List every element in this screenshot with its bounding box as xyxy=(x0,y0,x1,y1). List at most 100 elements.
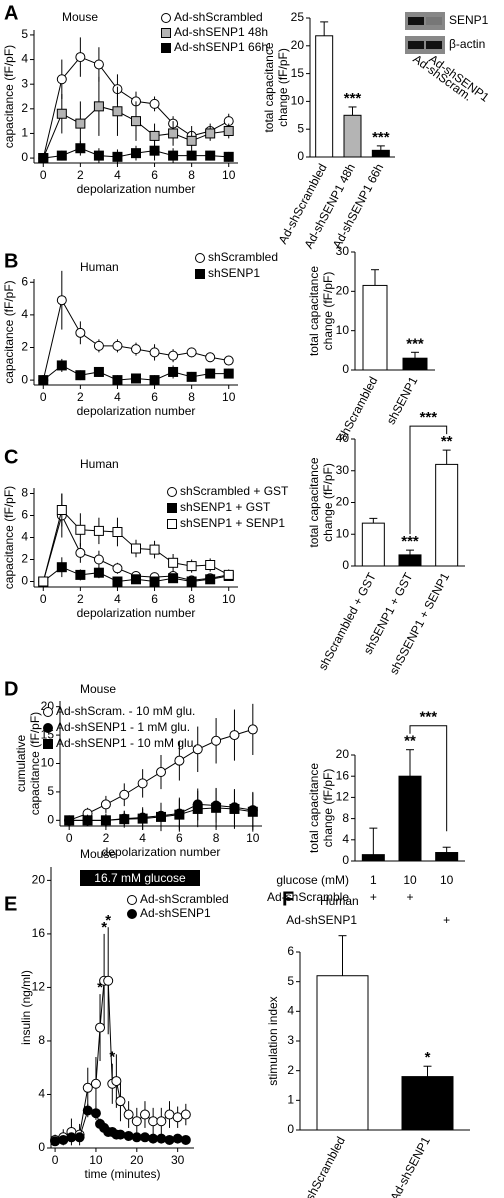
y-tick-label: 4 xyxy=(21,530,28,544)
y-axis-label: change (fF/pF) xyxy=(321,463,335,542)
y-tick-label: 0 xyxy=(342,362,349,376)
panel-letter: C xyxy=(4,446,18,468)
x-tick-label: shSENP1 xyxy=(384,374,421,427)
x-tick-label: 20 xyxy=(130,1153,144,1167)
marker xyxy=(149,347,160,358)
table-cell: + xyxy=(370,890,377,904)
marker xyxy=(56,562,67,573)
marker xyxy=(211,802,222,813)
significance: * xyxy=(101,919,107,936)
y-tick-label: 4 xyxy=(21,52,28,66)
marker xyxy=(168,557,179,568)
chart: 0 10 20 30 40 total capacitance change (fF/pF)… xyxy=(307,409,465,677)
legend-marker xyxy=(195,253,205,263)
marker xyxy=(131,373,141,384)
stimulus-bar xyxy=(80,870,200,886)
y-axis-label: insulin (ng/ml) xyxy=(19,970,33,1045)
marker xyxy=(172,1112,183,1123)
y-tick-label: 5 xyxy=(21,27,28,41)
significance: * xyxy=(425,1049,431,1066)
marker xyxy=(149,375,160,386)
x-axis-label: depolarization number xyxy=(77,404,196,418)
legend-label: shSENP1 + SENP1 xyxy=(180,516,285,530)
significance: * xyxy=(105,912,111,929)
marker xyxy=(168,128,179,139)
y-tick-label: 3 xyxy=(21,76,28,90)
marker xyxy=(172,1133,183,1144)
significance: *** xyxy=(372,129,390,146)
marker xyxy=(82,815,93,826)
marker xyxy=(211,735,222,746)
x-tick-label: 6 xyxy=(151,168,158,182)
y-tick-label: 4 xyxy=(38,1087,45,1101)
significance: *** xyxy=(401,533,419,550)
marker xyxy=(56,150,67,161)
marker xyxy=(186,576,197,587)
y-tick-label: 10 xyxy=(336,526,350,540)
x-axis-label: depolarization number xyxy=(77,182,196,196)
marker xyxy=(93,150,104,161)
bar xyxy=(343,114,362,158)
panel-letter: F xyxy=(282,888,294,910)
marker xyxy=(75,327,86,338)
table-cell: 10 xyxy=(403,873,417,887)
chart: B Human 0 2 4 6 capacitance (fF/pF) 0 2 4 6 8 10 depo… xyxy=(2,250,278,418)
bar xyxy=(435,463,459,567)
legend-marker xyxy=(43,723,53,733)
marker xyxy=(205,352,216,363)
marker xyxy=(119,814,130,825)
marker xyxy=(56,505,67,515)
chart: E Mouse 0 4 8 12 16 20 insulin (ng/ml) 0 10 20 30 tim… xyxy=(4,847,229,1181)
y-tick-label: 0 xyxy=(38,1140,45,1154)
bar xyxy=(315,35,334,158)
legend-marker xyxy=(167,503,177,513)
comparison-bracket xyxy=(409,725,448,832)
y-tick-label: 4 xyxy=(342,832,349,846)
marker xyxy=(100,799,111,810)
legend-label: shSENP1 xyxy=(208,266,260,280)
marker xyxy=(58,1134,69,1145)
table-row-label: glucose (mM) xyxy=(276,873,349,887)
y-axis-label: capacitance (fF/pF) xyxy=(2,45,16,148)
legend-label: Ad-shSENP1 66h xyxy=(174,40,268,54)
y-tick-label: 12 xyxy=(336,790,350,804)
y-axis-label: total capacitance xyxy=(307,457,321,547)
y-tick-label: 8 xyxy=(342,811,349,825)
y-tick-label: 20 xyxy=(336,284,350,298)
marker xyxy=(164,1109,175,1120)
y-tick-label: 12 xyxy=(32,980,46,994)
blot-background xyxy=(405,12,445,30)
y-axis-label: change (fF/pF) xyxy=(321,769,335,848)
marker xyxy=(148,1116,159,1127)
chart-title: Mouse xyxy=(62,10,98,24)
marker xyxy=(180,1134,191,1145)
marker xyxy=(112,576,123,587)
x-tick-label: 2 xyxy=(77,390,84,404)
y-tick-label: 0 xyxy=(21,150,28,164)
y-tick-label: 8 xyxy=(21,486,28,500)
bar xyxy=(398,554,422,567)
panel-letter: D xyxy=(4,678,18,700)
y-axis-label: capacitance (fF/pF) xyxy=(2,486,16,589)
marker xyxy=(149,98,160,109)
x-tick-label: 4 xyxy=(114,592,121,606)
legend-marker xyxy=(167,487,177,497)
chart: 0 10 20 30 total capacitance change (fF/pF) sh… xyxy=(307,244,435,443)
y-axis-label: capacitance (fF/pF) xyxy=(2,280,16,383)
y-tick-label: 0 xyxy=(342,853,349,867)
marker xyxy=(112,527,123,537)
x-tick-label: 6 xyxy=(151,390,158,404)
marker xyxy=(38,153,49,164)
y-tick-label: 8 xyxy=(38,1033,45,1047)
y-tick-label: 16 xyxy=(336,768,350,782)
marker xyxy=(56,108,67,119)
marker xyxy=(50,1136,61,1147)
x-tick-label: shScrambled + GST xyxy=(316,570,380,673)
x-tick-label: 4 xyxy=(114,390,121,404)
x-tick-label: 2 xyxy=(77,592,84,606)
marker xyxy=(229,730,240,741)
significance: *** xyxy=(406,335,424,352)
marker xyxy=(75,569,86,580)
marker xyxy=(131,543,141,554)
legend-label: Ad-shSENP1 - 10 mM glu. xyxy=(56,736,197,750)
